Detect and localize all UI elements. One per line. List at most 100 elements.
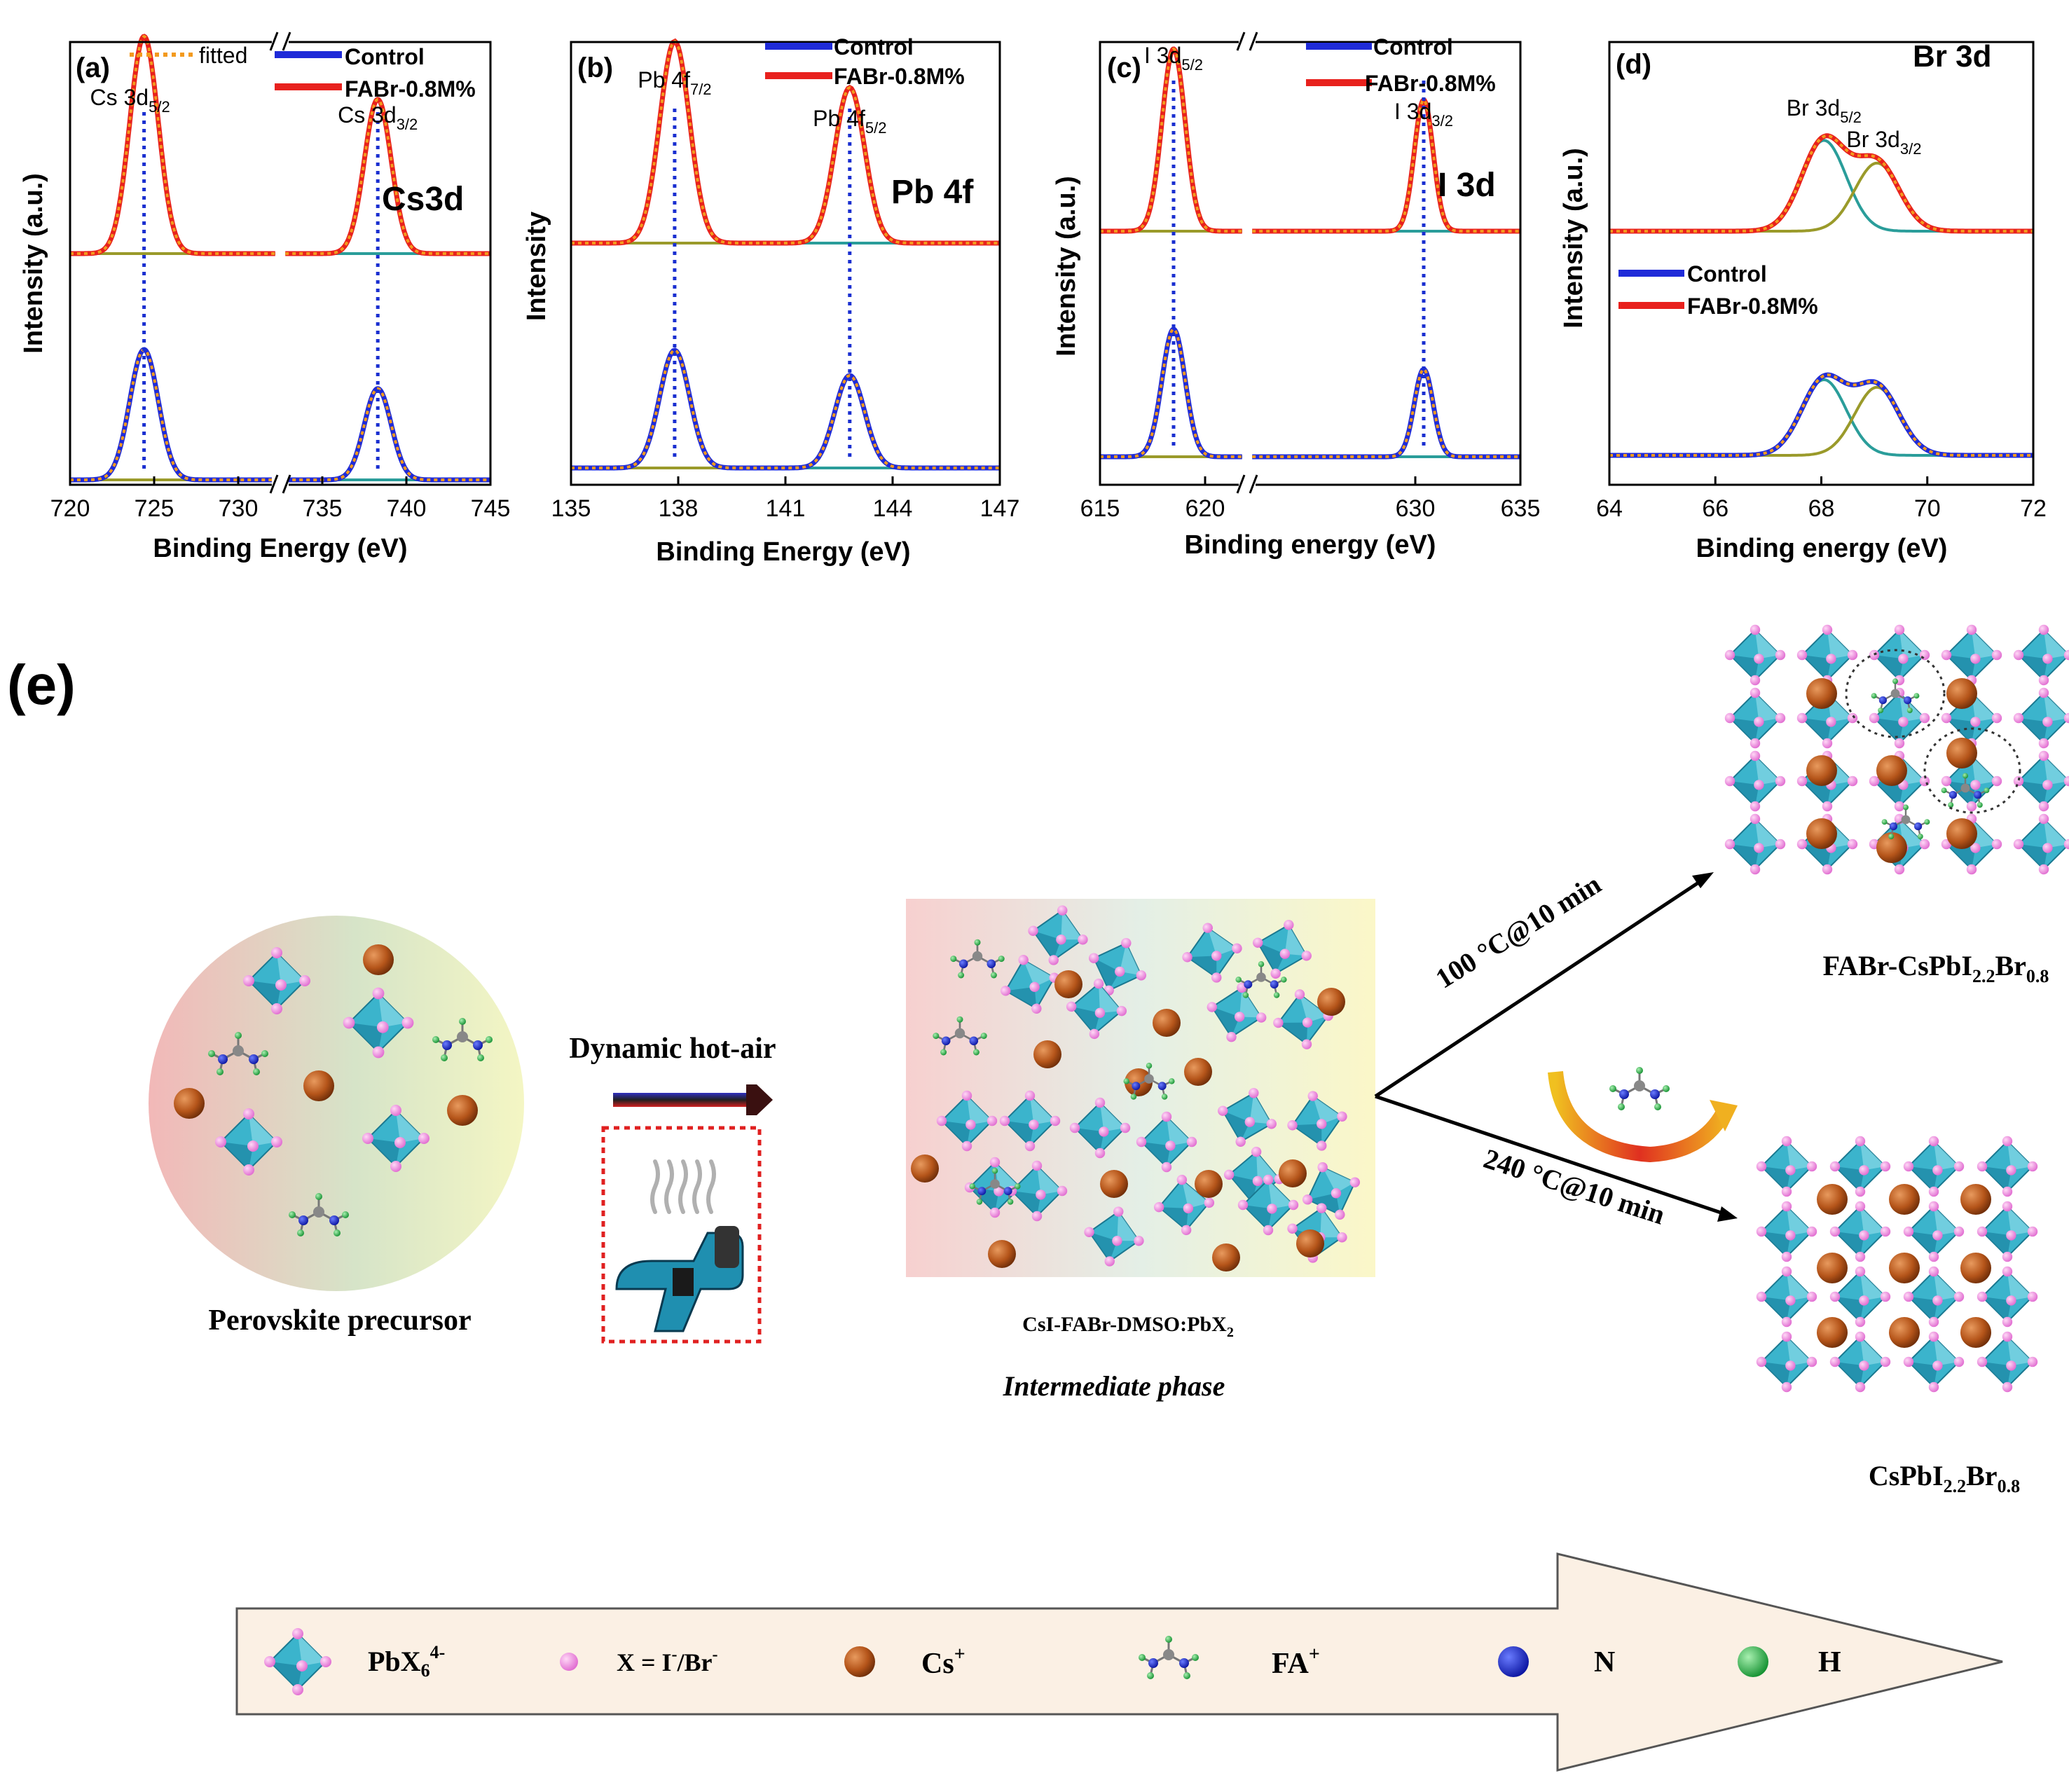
intermediate-label: Intermediate phase bbox=[1003, 1370, 1225, 1402]
pbx6-octahedron bbox=[1756, 1266, 1817, 1328]
cs-cation bbox=[174, 1088, 205, 1119]
x-tick-label: 64 bbox=[1596, 495, 1623, 522]
component-peak-1-fabr bbox=[1609, 139, 2033, 233]
pbx6-octahedron bbox=[2013, 813, 2069, 875]
panel-c-label: (c) bbox=[1107, 53, 1141, 83]
pbx6-octahedron bbox=[215, 1108, 282, 1176]
panel-d-xlabel: Binding energy (eV) bbox=[1696, 534, 1948, 563]
cs-cation bbox=[1946, 678, 1977, 709]
pbx6-octahedron bbox=[1088, 937, 1147, 996]
hot-air-arrow bbox=[613, 1084, 773, 1115]
panel-b-x-ticks: 135 138 141 144 147 bbox=[551, 476, 1020, 522]
legend-n-label: N bbox=[1594, 1646, 1615, 1679]
pbx6-octahedron bbox=[1066, 978, 1127, 1040]
pbx6-octahedron bbox=[1724, 813, 1786, 875]
pbx6-octahedron bbox=[1756, 1136, 1817, 1197]
legend-n-icon bbox=[1498, 1646, 1529, 1677]
fa-molecule bbox=[1941, 773, 1990, 808]
series-control-line bbox=[1100, 326, 1242, 460]
peak-label-sub: 3/2 bbox=[1431, 112, 1453, 130]
panel-d-legend: Control FABr-0.8M% bbox=[1618, 261, 1818, 319]
pbx6-octahedron bbox=[1829, 1266, 1891, 1328]
pbx6-octahedron bbox=[1829, 1201, 1891, 1262]
axis-break-slash bbox=[1236, 474, 1246, 494]
panel-b-xlabel: Binding Energy (eV) bbox=[656, 537, 910, 567]
legend-fa-label: FA+ bbox=[1272, 1643, 1320, 1680]
pbx6-octahedron bbox=[243, 947, 310, 1014]
x-tick-label: 620 bbox=[1185, 495, 1225, 522]
pbx6-octahedron bbox=[2013, 624, 2069, 686]
peak-label-sub: 7/2 bbox=[690, 81, 712, 98]
cs-cation bbox=[1889, 1184, 1920, 1215]
fitted-curve bbox=[1609, 134, 2033, 233]
component-peak-2-fabr bbox=[1252, 98, 1520, 233]
pbx6-octahedron bbox=[1977, 1136, 2038, 1197]
pbx6-octahedron bbox=[343, 987, 414, 1059]
x-tick-label: 745 bbox=[471, 495, 511, 522]
fa-molecule bbox=[208, 1032, 268, 1075]
peak-label-2: I 3d3/2 bbox=[1394, 99, 1453, 130]
fa-molecule bbox=[432, 1018, 493, 1061]
legend-halide-main: X = I bbox=[617, 1648, 672, 1676]
legend-cs-icon bbox=[844, 1646, 875, 1677]
series-control-line bbox=[571, 347, 1000, 471]
panel-a-title: Cs3d bbox=[382, 181, 464, 218]
cs-cation bbox=[1100, 1170, 1128, 1198]
panel-b-peak-labels: Pb 4f7/2Pb 4f5/2 bbox=[638, 67, 886, 137]
pbx6-octahedron bbox=[964, 1157, 1026, 1218]
cs-cation bbox=[1960, 1253, 1991, 1283]
route-100-label: 100 °C@10 min bbox=[1430, 868, 1607, 995]
peak-label-2: Br 3d3/2 bbox=[1846, 127, 1921, 158]
x-tick-label: 68 bbox=[1808, 495, 1835, 522]
cs-cation bbox=[1184, 1058, 1212, 1086]
cs-cation bbox=[1876, 832, 1907, 863]
x-tick-label: 740 bbox=[387, 495, 427, 522]
pbx6-octahedron bbox=[1903, 1331, 1965, 1393]
legend-fabr-label: FABr-0.8M% bbox=[1365, 71, 1496, 96]
panel-b-title: Pb 4f bbox=[891, 174, 974, 211]
cs-cation bbox=[1212, 1243, 1240, 1271]
x-tick-label: 615 bbox=[1080, 495, 1120, 522]
pbx6-octahedron bbox=[1287, 1091, 1347, 1151]
legend-control-label: Control bbox=[345, 44, 425, 69]
panel-a-ylabel: Intensity (a.u.) bbox=[19, 173, 48, 354]
highlight-ellipse bbox=[1923, 727, 2021, 814]
panel-d-ylabel: Intensity (a.u.) bbox=[1559, 148, 1588, 329]
fa-molecule bbox=[289, 1193, 349, 1236]
intermediate-formula-sub: 2 bbox=[1227, 1325, 1234, 1340]
pbx6-octahedron bbox=[1253, 920, 1312, 979]
peak-label-main: Br 3d bbox=[1846, 127, 1899, 152]
component-peak-2-control bbox=[1609, 385, 2033, 457]
pbx6-octahedron bbox=[2013, 687, 2069, 749]
fitted-curve bbox=[1100, 47, 1242, 233]
cspbi-lattice bbox=[1756, 1136, 2038, 1393]
fitted-curve bbox=[70, 34, 275, 255]
panel-a-axis-break bbox=[269, 32, 291, 495]
peak-label-sub: 5/2 bbox=[149, 98, 170, 116]
pbx6-octahedron bbox=[1941, 624, 2002, 686]
x-tick-label: 147 bbox=[980, 495, 1020, 522]
pbx6-octahedron bbox=[1977, 1331, 2038, 1393]
panel-c-peak-labels: I 3d5/2I 3d3/2 bbox=[1144, 43, 1453, 130]
component-peak-2-control bbox=[1252, 368, 1520, 458]
pbx6-octahedron bbox=[1182, 923, 1242, 983]
legend-fabr-label: FABr-0.8M% bbox=[345, 76, 476, 102]
cs-cation bbox=[447, 1095, 478, 1126]
pbx6-octahedron bbox=[1903, 1201, 1965, 1262]
axis-break-slash bbox=[1236, 32, 1246, 51]
precursor-molecules bbox=[174, 944, 493, 1236]
legend-halide-sup2: - bbox=[713, 1646, 718, 1664]
panel-a-cs3d-chart: 720 725 730 735 740 745 (a) Cs3d Binding Ener… bbox=[19, 32, 510, 563]
cs-cation bbox=[988, 1240, 1016, 1268]
pbx6-octahedron bbox=[1273, 989, 1333, 1049]
axis-break-slash bbox=[1249, 32, 1258, 51]
legend-cs-sup: + bbox=[954, 1643, 965, 1665]
x-tick-label: 735 bbox=[303, 495, 343, 522]
peak-label-1: Br 3d5/2 bbox=[1787, 95, 1862, 126]
pbx6-octahedron bbox=[1218, 1088, 1277, 1147]
cs-cation bbox=[1033, 1040, 1061, 1068]
fitted-curve bbox=[1609, 373, 2033, 457]
pbx6-octahedron bbox=[1153, 1174, 1215, 1236]
x-tick-label: 630 bbox=[1396, 495, 1436, 522]
